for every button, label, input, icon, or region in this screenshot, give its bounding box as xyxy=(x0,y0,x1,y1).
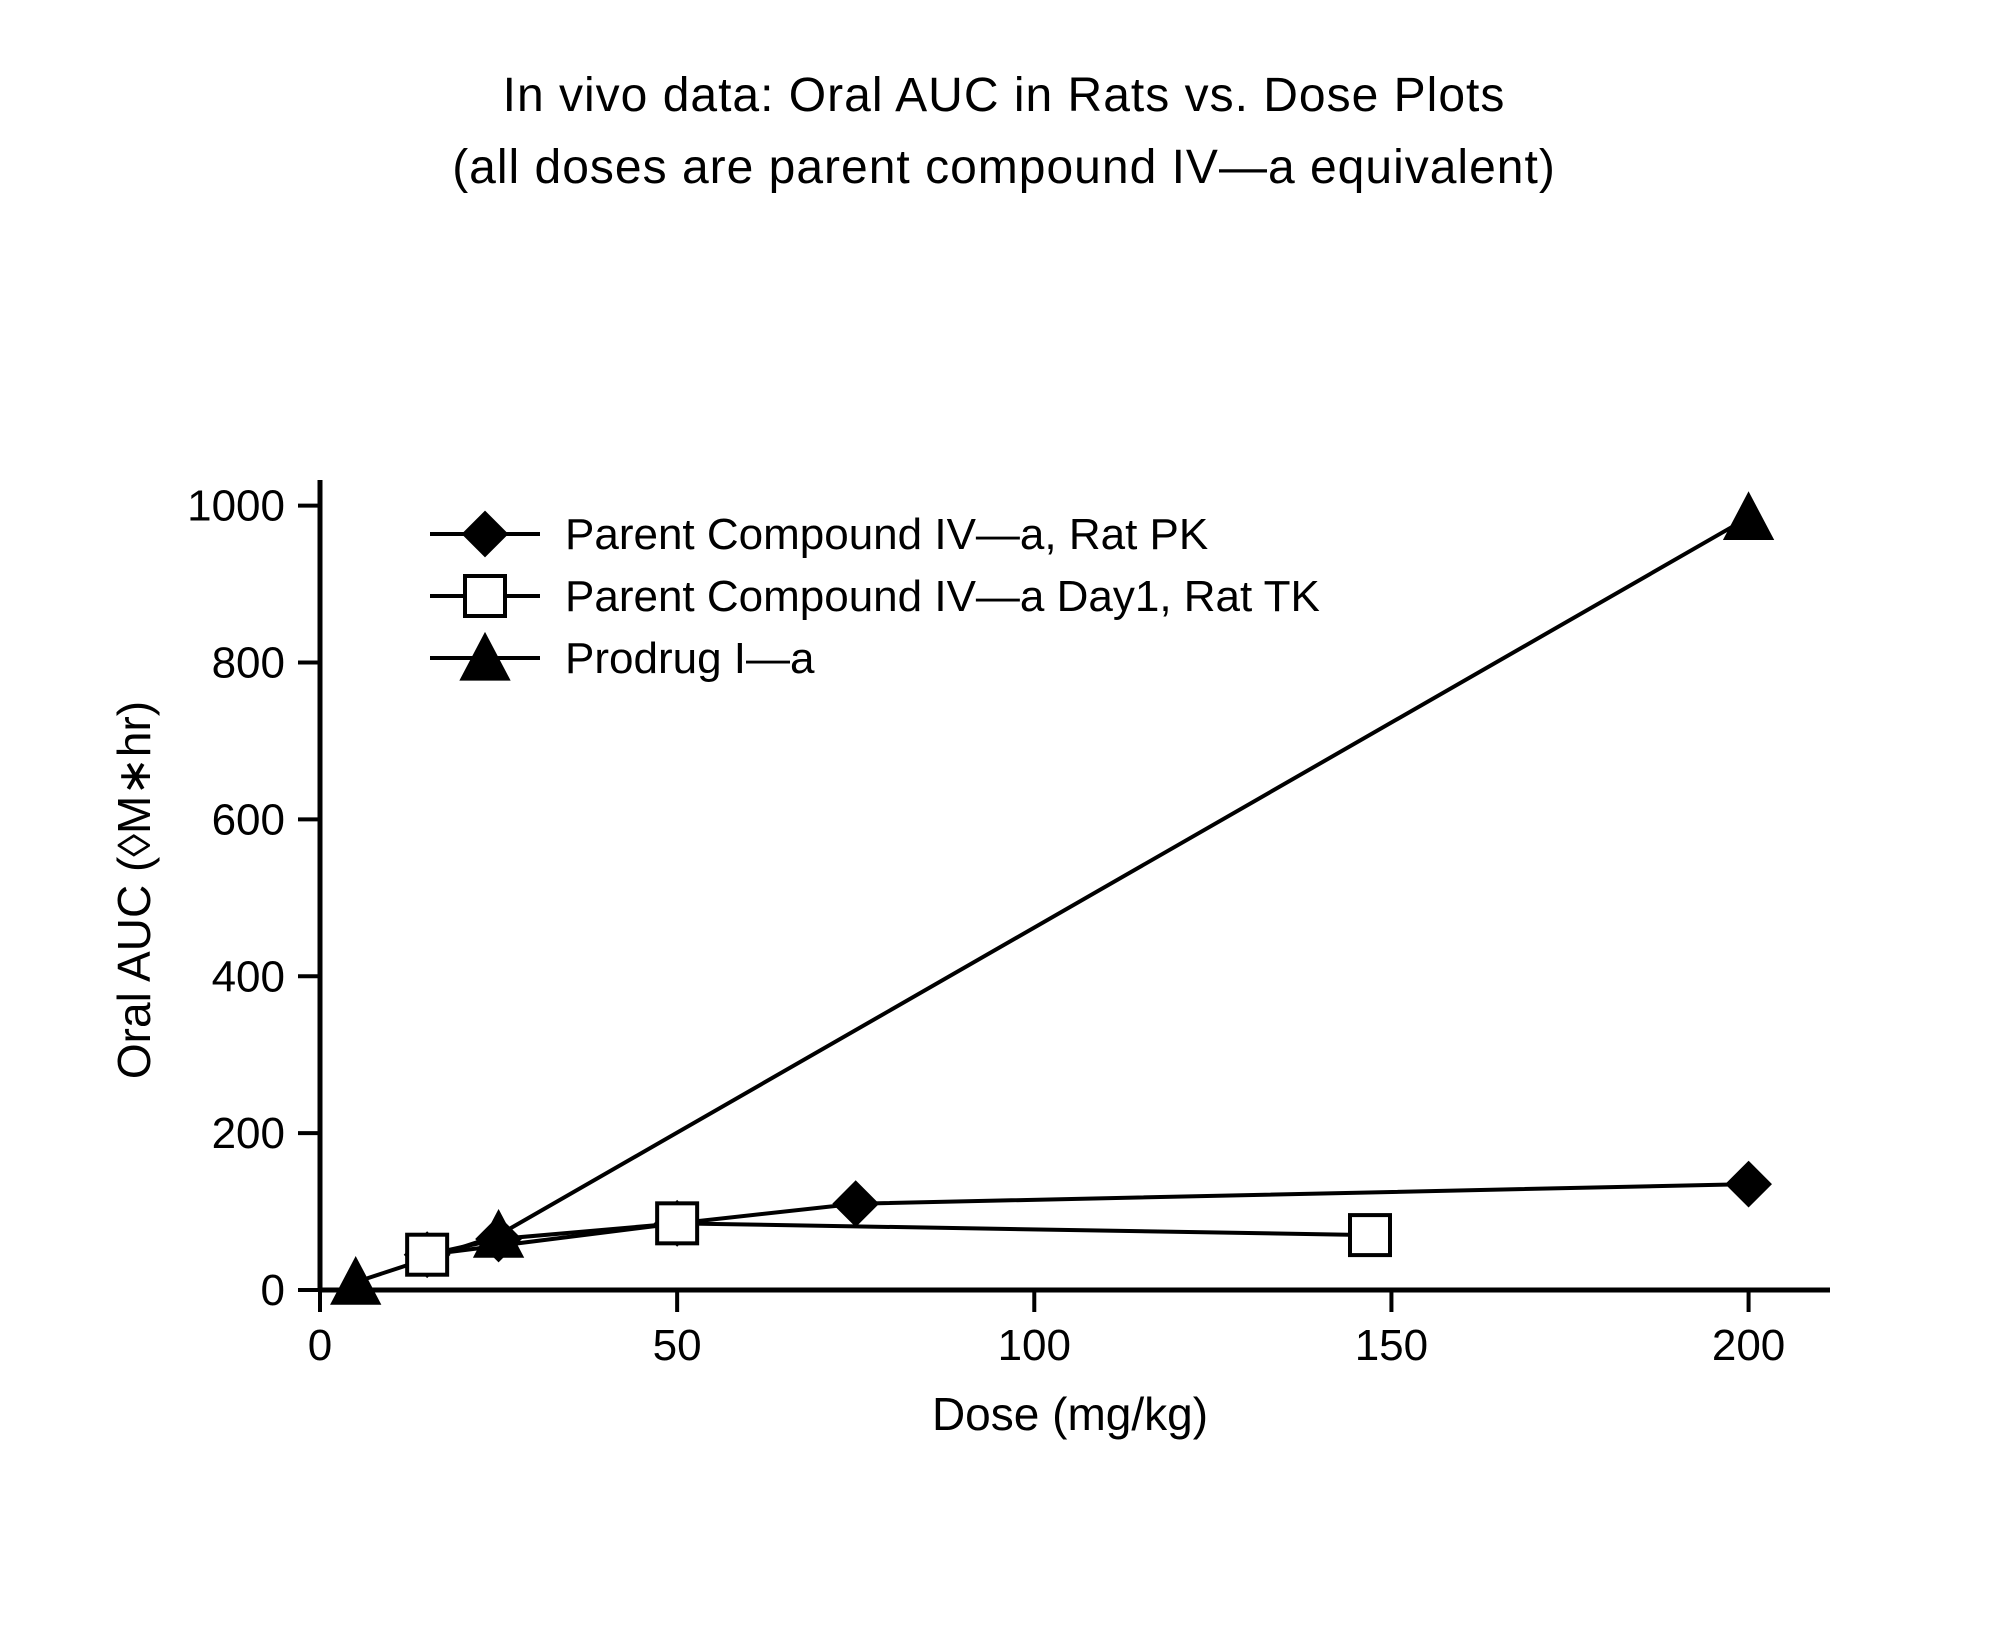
y-axis-label: Oral AUC (◊M∗hr) xyxy=(108,701,160,1079)
x-tick-label: 150 xyxy=(1355,1321,1428,1370)
y-tick-label: 400 xyxy=(212,952,285,1001)
marker-square xyxy=(465,576,505,616)
chart-svg: 05010015020002004006008001000Parent Comp… xyxy=(300,480,1840,1350)
x-tick-label: 200 xyxy=(1712,1321,1785,1370)
marker-square xyxy=(1350,1215,1390,1255)
chart-title: In vivo data: Oral AUC in Rats vs. Dose … xyxy=(0,60,2008,204)
marker-square xyxy=(407,1235,447,1275)
y-tick-label: 600 xyxy=(212,795,285,844)
x-tick-label: 100 xyxy=(998,1321,1071,1370)
x-tick-label: 0 xyxy=(308,1321,332,1370)
y-tick-label: 0 xyxy=(261,1266,285,1315)
series-line xyxy=(356,517,1749,1282)
title-line-1: In vivo data: Oral AUC in Rats vs. Dose … xyxy=(0,60,2008,132)
chart-plot-area: 05010015020002004006008001000Parent Comp… xyxy=(300,480,1840,1350)
legend-label: Parent Compound IV—a Day1, Rat TK xyxy=(565,572,1320,621)
marker-diamond xyxy=(834,1182,878,1226)
series-line xyxy=(427,1223,1370,1254)
legend-label: Parent Compound IV—a, Rat PK xyxy=(565,510,1208,559)
y-tick-label: 1000 xyxy=(187,482,285,531)
marker-square xyxy=(657,1203,697,1243)
marker-triangle xyxy=(332,1258,380,1304)
chart-container: In vivo data: Oral AUC in Rats vs. Dose … xyxy=(0,0,2008,1645)
y-tick-label: 800 xyxy=(212,639,285,688)
series-line xyxy=(427,1184,1748,1255)
x-tick-label: 50 xyxy=(653,1321,702,1370)
marker-triangle xyxy=(1725,493,1773,539)
title-line-2: (all doses are parent compound IV—a equi… xyxy=(0,132,2008,204)
y-tick-label: 200 xyxy=(212,1109,285,1158)
x-axis-label: Dose (mg/kg) xyxy=(932,1388,1208,1440)
marker-diamond xyxy=(463,512,507,556)
legend-label: Prodrug I—a xyxy=(565,634,815,683)
marker-diamond xyxy=(1727,1162,1771,1206)
